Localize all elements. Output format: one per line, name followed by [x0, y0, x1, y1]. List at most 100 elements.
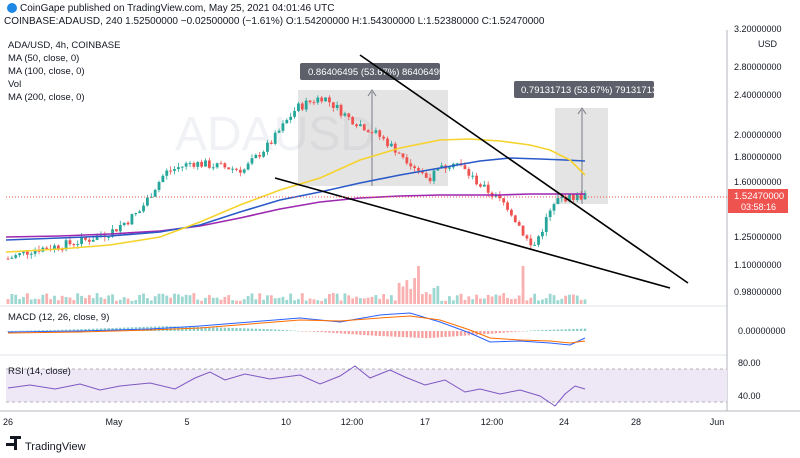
macd-histogram-bar	[30, 330, 33, 331]
macd-histogram-bar	[479, 331, 482, 335]
candle-body	[409, 163, 413, 167]
volume-bar	[486, 294, 490, 304]
volume-bar	[192, 293, 196, 304]
volume-bar	[560, 298, 564, 304]
candle-body	[107, 236, 111, 238]
volume-bar	[269, 295, 273, 304]
volume-bar	[37, 299, 41, 304]
candle-body	[211, 167, 215, 169]
candle-body	[111, 229, 114, 237]
macd-histogram-bar	[320, 331, 323, 333]
candle-body	[18, 253, 22, 256]
macd-histogram-bar	[41, 330, 45, 331]
candle-body	[424, 173, 428, 178]
price-tick: 2.80000000	[734, 62, 782, 72]
macd-histogram-bar	[428, 331, 432, 339]
candle-body	[80, 237, 83, 245]
candle-body	[289, 116, 293, 120]
volume-bar	[87, 295, 91, 304]
volume-bar	[72, 299, 76, 304]
candle-body	[53, 245, 56, 250]
macd-histogram-bar	[235, 328, 238, 331]
macd-histogram-bar	[494, 331, 498, 334]
macd-histogram-bar	[111, 328, 114, 331]
macd-histogram-bar	[386, 331, 389, 337]
measure-box-1-label: 0.86406495 (53.67%) 86406495	[308, 67, 444, 78]
time-tick: 10	[281, 417, 291, 427]
macd-signal-line	[7, 315, 586, 344]
ma200-line	[5, 193, 585, 238]
volume-bar	[525, 300, 529, 304]
macd-histogram-bar	[212, 327, 215, 331]
candle-body	[579, 194, 583, 200]
volume-bar	[366, 297, 370, 304]
macd-histogram-bar	[285, 330, 289, 331]
volume-bar	[428, 294, 432, 304]
volume-bar	[165, 295, 169, 304]
candle-body	[176, 167, 180, 170]
candle-body	[374, 130, 378, 133]
volume-bar	[401, 286, 405, 304]
macd-histogram-bar	[568, 329, 571, 331]
measure-box-2: 0.79131713 (53.67%) 79131713	[514, 81, 657, 204]
macd-histogram-bar	[347, 331, 350, 334]
volume-bar	[417, 266, 420, 304]
macd-histogram-bar	[22, 330, 25, 332]
macd-histogram-bar	[68, 329, 72, 331]
candle-body	[161, 175, 165, 183]
macd-histogram-bar	[533, 330, 536, 331]
volume-bar	[146, 298, 149, 304]
volume-bar	[53, 295, 56, 304]
macd-histogram-bar	[359, 331, 362, 335]
legend-vol: Vol	[8, 79, 21, 90]
macd-histogram-bar	[583, 328, 587, 331]
volume-bar	[420, 294, 424, 304]
volume-bar	[246, 295, 250, 304]
volume-bar	[285, 299, 289, 304]
macd-histogram-bar	[545, 329, 548, 331]
macd-histogram-bar	[374, 331, 378, 336]
candle-body	[343, 113, 347, 116]
branding-label: TradingView	[25, 441, 86, 453]
volume-bar	[10, 293, 14, 304]
candle-body	[355, 124, 358, 127]
candle-body	[25, 251, 29, 255]
volume-bar	[80, 295, 83, 304]
macd-histogram-bar	[6, 331, 10, 332]
price-tick: 2.00000000	[734, 130, 782, 140]
macd-histogram-bar	[483, 331, 486, 335]
macd-histogram-bar	[339, 331, 343, 334]
macd-histogram-bar	[246, 328, 250, 331]
macd-histogram-bar	[448, 331, 451, 337]
macd-histogram-bar	[18, 330, 21, 332]
ma50-line	[5, 138, 586, 253]
macd-histogram-bar	[297, 330, 300, 332]
macd-histogram-bar	[394, 331, 397, 337]
volume-bar	[502, 293, 506, 304]
macd-histogram-bar	[281, 329, 285, 331]
volume-bar	[103, 298, 107, 304]
candle-body	[22, 251, 25, 254]
macd-histogram-bar	[459, 331, 463, 336]
candle-body	[564, 197, 568, 202]
price-tick: 1.80000000	[734, 152, 782, 162]
macd-histogram-bar	[37, 330, 41, 331]
time-tick: Jun	[710, 417, 725, 427]
candle-body	[428, 177, 432, 182]
volume-bar	[362, 298, 366, 304]
macd-histogram-bar	[351, 331, 354, 335]
candle-body	[196, 161, 200, 167]
volume-bar	[370, 296, 374, 304]
rsi-pane: RSI (14, close) 80.00 40.00	[6, 358, 761, 407]
price-tick: 1.25000000	[734, 232, 782, 242]
candle-body	[432, 170, 436, 182]
candle-body	[207, 160, 211, 168]
time-tick: 5	[184, 417, 189, 427]
candle-body	[14, 255, 18, 258]
last-price-label: 1.52470000	[734, 191, 784, 202]
volume-bar	[169, 297, 173, 304]
macd-histogram-bar	[576, 328, 579, 331]
macd-histogram-bar	[556, 329, 560, 331]
volume-bar	[29, 299, 33, 304]
candle-body	[304, 100, 308, 110]
